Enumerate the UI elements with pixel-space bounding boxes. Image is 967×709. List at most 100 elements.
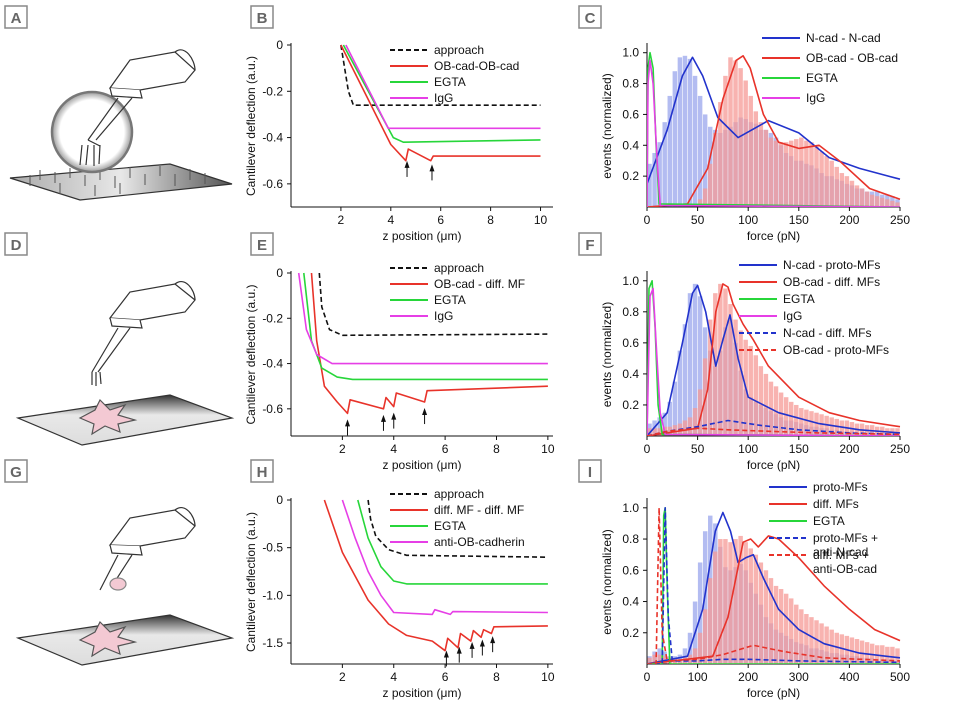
legend-label: diff. MFs xyxy=(813,497,859,511)
histogram-bar xyxy=(844,176,850,207)
panel-label-a: A xyxy=(4,5,28,29)
histogram-bar xyxy=(743,542,748,664)
x-tick-label: 50 xyxy=(691,213,705,227)
histogram-bar xyxy=(799,609,804,664)
y-axis-label: events (normalized) xyxy=(600,73,614,178)
cell-on-substrate-icon xyxy=(15,614,235,666)
legend-label: N-cad - proto-MFs xyxy=(783,258,880,272)
x-tick-label: 0 xyxy=(644,670,651,684)
series-line xyxy=(647,427,901,436)
histogram-bar xyxy=(829,160,834,207)
arrow-marker-head xyxy=(380,414,386,422)
histogram-bar xyxy=(738,535,743,664)
y-tick-label: -0.6 xyxy=(262,402,283,416)
x-tick-label: 8 xyxy=(493,670,500,684)
histogram-bar xyxy=(885,646,890,664)
legend-label: IgG xyxy=(783,309,802,323)
legend-label: OB-cad - diff. MF xyxy=(434,277,525,291)
panel-label-h: H xyxy=(250,459,274,483)
histogram-bar xyxy=(814,412,819,436)
panel-label-f: F xyxy=(578,232,602,256)
series-line xyxy=(647,59,901,207)
histogram-bar xyxy=(854,639,860,664)
histogram-bar xyxy=(819,414,824,436)
histogram-bar xyxy=(677,350,683,436)
x-tick-label: 500 xyxy=(890,670,910,684)
x-tick-label: 250 xyxy=(890,442,910,456)
chart-c: 0 50 100 150 200 250 0.2 0.4 0.6 0.8 1.0 force (pN)… xyxy=(600,31,910,243)
legend-label: approach xyxy=(434,43,484,57)
histogram-bar xyxy=(834,166,839,207)
histogram-bar xyxy=(809,142,814,207)
histogram-bar xyxy=(839,420,845,436)
histogram-bar xyxy=(702,609,708,664)
x-tick-label: 4 xyxy=(390,442,397,456)
histogram-bar xyxy=(692,408,698,436)
schematic-d xyxy=(15,281,235,446)
histogram-bar xyxy=(687,417,693,436)
legend-label: approach xyxy=(434,261,484,275)
histogram-bar xyxy=(738,330,743,436)
y-tick-label: -0.5 xyxy=(262,541,283,555)
histogram-bar xyxy=(829,417,834,436)
x-tick-label: 0 xyxy=(644,213,651,227)
y-axis-label: Cantilever deflection (a.u.) xyxy=(244,56,258,196)
histogram-bar xyxy=(804,409,809,436)
arrow-marker-head xyxy=(404,160,410,168)
y-tick-label: 0.6 xyxy=(622,336,639,350)
histogram-bar xyxy=(778,589,784,664)
y-tick-label: 0.4 xyxy=(622,138,639,152)
legend-label: EGTA xyxy=(434,293,466,307)
schematic-g xyxy=(15,507,235,666)
schematic-a xyxy=(9,49,233,201)
histogram-bar xyxy=(880,645,885,664)
svg-text:C: C xyxy=(585,10,596,27)
histogram-bar xyxy=(753,554,759,664)
histogram-bar xyxy=(804,614,809,664)
series-line xyxy=(303,272,548,381)
histogram-bar xyxy=(834,632,839,664)
y-tick-label: 1.0 xyxy=(622,501,639,515)
histogram-bar xyxy=(773,140,779,207)
histogram-bar xyxy=(890,646,895,664)
arrow-marker-head xyxy=(422,408,428,416)
histogram-bar xyxy=(723,75,728,207)
series-line xyxy=(345,44,541,130)
histogram-bar xyxy=(753,355,759,436)
series-line xyxy=(647,287,901,436)
histogram-bar xyxy=(783,142,789,207)
histogram-bar xyxy=(672,71,678,207)
histogram-bar xyxy=(778,392,784,436)
histogram-bar xyxy=(859,188,865,207)
histogram-bar xyxy=(768,578,774,664)
svg-text:A: A xyxy=(11,10,22,27)
x-tick-label: 4 xyxy=(387,213,394,227)
chart-b: 2 4 6 8 10 0 -0.2 -0.4 -0.6 z position (μm) Cantil… xyxy=(244,38,553,243)
x-tick-label: 8 xyxy=(493,442,500,456)
histogram-bar xyxy=(723,539,728,664)
y-tick-label: -1.5 xyxy=(262,636,283,650)
arrow-marker-head xyxy=(391,412,397,420)
arrow-marker-head xyxy=(345,419,351,427)
histogram-bar xyxy=(697,95,703,207)
legend-label: OB-cad - OB-cad xyxy=(806,51,898,65)
x-axis-label: z position (μm) xyxy=(383,458,462,472)
y-tick-label: 0.2 xyxy=(622,398,639,412)
chart-h: 2 4 6 8 10 0 -0.5 -1.0 -1.5 z position (μm) Cantil… xyxy=(244,487,555,700)
y-tick-label: -1.0 xyxy=(262,588,283,602)
histogram-bar xyxy=(708,319,713,436)
histogram-bar xyxy=(895,648,900,664)
histogram-bar xyxy=(799,408,804,436)
x-tick-label: 10 xyxy=(534,213,548,227)
histogram-bar xyxy=(682,55,688,207)
y-tick-label: 1.0 xyxy=(622,46,639,60)
histogram-bar xyxy=(652,428,657,436)
histogram-bar xyxy=(839,173,845,207)
y-tick-label: -0.2 xyxy=(262,84,283,98)
histogram-bar xyxy=(758,562,764,664)
histogram-bar xyxy=(697,632,703,664)
histogram-bar xyxy=(880,197,885,207)
legend-label: EGTA xyxy=(806,71,838,85)
series-line xyxy=(341,499,548,616)
series-line xyxy=(323,499,548,652)
